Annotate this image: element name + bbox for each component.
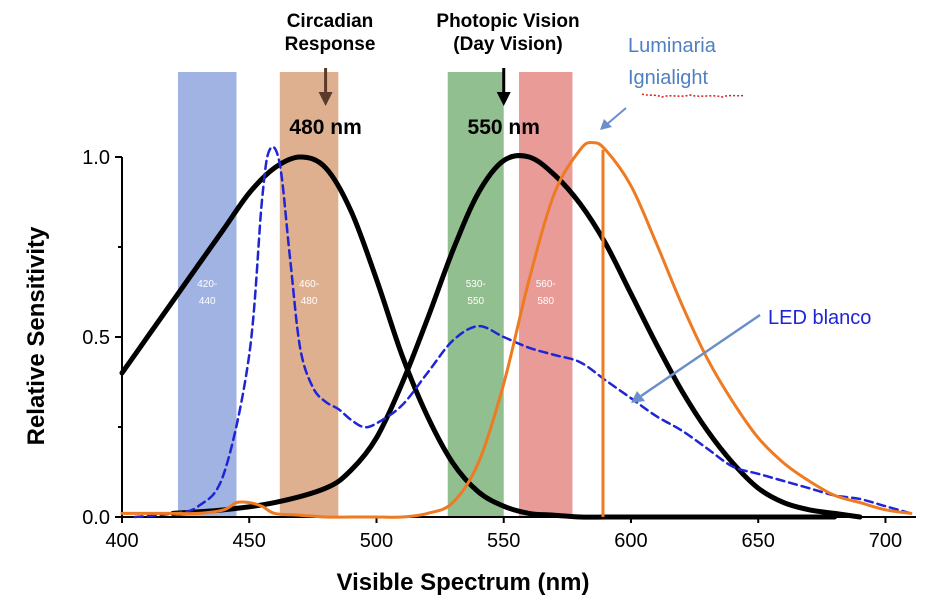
series-lines xyxy=(119,141,913,520)
x-tick-label: 600 xyxy=(614,530,647,552)
annotation-arrowhead xyxy=(631,391,645,403)
x-axis-title: Visible Spectrum (nm) xyxy=(337,569,590,596)
band-0 xyxy=(177,72,237,517)
heading-line: Photopic Vision xyxy=(436,11,579,32)
y-tick-label: 0.0 xyxy=(82,507,110,529)
band-label: 580 xyxy=(537,296,554,307)
x-tick-label: 500 xyxy=(360,530,393,552)
annotation-luminaria: Luminaria xyxy=(628,35,717,57)
peak-label: 480 nm xyxy=(289,116,361,139)
annotation-arrow xyxy=(640,313,761,398)
band-label: 420- xyxy=(197,279,217,290)
band-2 xyxy=(447,72,504,517)
annotation-arrow xyxy=(605,107,627,126)
annotations: Luminaria Ignialight LED blanco xyxy=(600,35,871,403)
spell-underline xyxy=(641,93,746,98)
band-label: 530- xyxy=(466,279,486,290)
wavelength-bands: 420- 440 460- 480 530- 550 560- 580 xyxy=(177,72,573,517)
heading-line: (Day Vision) xyxy=(453,34,562,55)
y-tick-label: 0.5 xyxy=(82,327,110,349)
x-tick-label: 450 xyxy=(233,530,266,552)
band-label: 440 xyxy=(199,296,216,307)
band-label: 480 xyxy=(301,296,318,307)
peak-arrow-head xyxy=(318,92,333,106)
y-tick-label: 1.0 xyxy=(82,147,110,169)
band-label: 560- xyxy=(536,279,556,290)
series-line-3 xyxy=(120,141,913,519)
annotation-luminaria: Ignialight xyxy=(628,67,709,89)
series-line-1 xyxy=(170,153,863,520)
x-tick-label: 550 xyxy=(487,530,520,552)
band-3 xyxy=(519,72,573,517)
y-axis-title: Relative Sensitivity xyxy=(23,226,50,445)
heading-line: Circadian xyxy=(287,11,374,32)
annotation-led: LED blanco xyxy=(768,307,871,329)
x-tick-label: 700 xyxy=(869,530,902,552)
x-tick-label: 650 xyxy=(742,530,775,552)
band-label: 460- xyxy=(299,279,319,290)
peak-arrow-head xyxy=(496,92,511,106)
band-1 xyxy=(279,72,339,517)
x-tick-label: 400 xyxy=(105,530,138,552)
heading-line: Response xyxy=(285,34,376,55)
series-line-2 xyxy=(133,145,913,519)
band-label: 550 xyxy=(467,296,484,307)
series-line-0 xyxy=(119,154,838,520)
peak-label: 550 nm xyxy=(468,116,540,139)
annotation-arrowhead xyxy=(600,119,612,130)
